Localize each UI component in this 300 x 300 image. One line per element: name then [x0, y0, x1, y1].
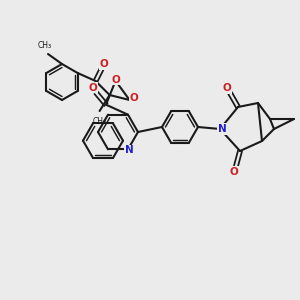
Text: CH₃: CH₃	[92, 117, 107, 126]
Text: O: O	[223, 83, 231, 93]
Text: O: O	[99, 59, 108, 69]
Text: N: N	[218, 124, 226, 134]
Text: CH₃: CH₃	[38, 41, 52, 50]
Text: O: O	[88, 83, 98, 93]
Text: N: N	[124, 145, 134, 155]
Text: O: O	[129, 93, 138, 103]
Text: O: O	[230, 167, 238, 177]
Text: O: O	[112, 75, 120, 85]
